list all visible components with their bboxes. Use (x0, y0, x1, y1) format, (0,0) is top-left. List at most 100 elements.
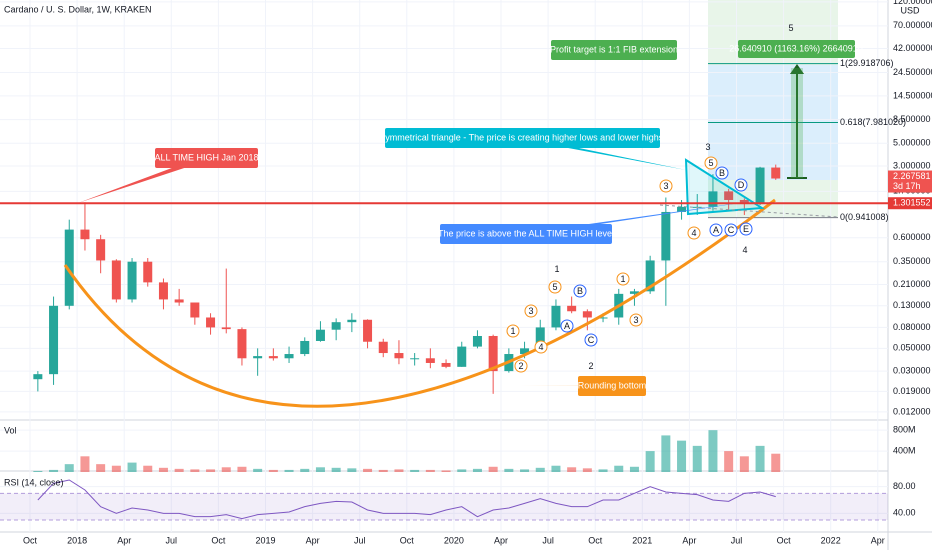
candle-body (221, 327, 231, 330)
candle-body (347, 319, 357, 323)
wave-circle (548, 280, 562, 294)
volume-bar (221, 467, 231, 472)
candle-body (457, 346, 467, 367)
wave-circle (616, 272, 630, 286)
candle-body (315, 329, 325, 341)
y-tick-label: 0.080000 (893, 322, 931, 332)
wave-label: C (728, 225, 735, 235)
rsi-line (37, 479, 776, 520)
volume-bar (206, 469, 216, 472)
volume-bar (363, 468, 373, 472)
volume-bar (692, 445, 702, 472)
volume-bar (551, 465, 561, 472)
target-label: 26.640910 (1163.16%) 26640910 (729, 43, 862, 53)
wave-label: 2 (518, 361, 523, 371)
x-tick-label: 2022 (821, 535, 841, 545)
volume-bar (598, 469, 608, 472)
volume-bar (347, 468, 357, 472)
countdown: 3d 17h (893, 181, 921, 191)
wave-label: 4 (742, 245, 747, 255)
candle-body (394, 353, 404, 359)
wave-label: 1 (510, 326, 515, 336)
x-tick-label: Jul (166, 535, 178, 545)
ath-price-box (888, 197, 932, 210)
wave-circle (534, 340, 548, 354)
candle-body (33, 374, 43, 380)
arrow-body (791, 68, 803, 178)
callout-text: Symmetrical triangle - The price is crea… (379, 132, 665, 142)
y-tick-label: 42.000000 (893, 43, 932, 53)
wave-label: A (564, 321, 570, 331)
fib-label: 0.618(7.981020) (840, 117, 906, 127)
candle-body (49, 305, 59, 375)
y-tick-label: 8.500000 (893, 114, 931, 124)
x-tick-label: 2019 (255, 535, 275, 545)
candle-body (425, 358, 435, 363)
y-tick-label: 70.000000 (893, 20, 932, 30)
y-tick-label: 120.000000 (893, 0, 932, 6)
currency: USD (900, 5, 920, 15)
candle-body (724, 191, 734, 200)
arrow-head (790, 64, 804, 74)
x-tick-label: 2021 (632, 535, 652, 545)
y-tick-label: 0.012000 (893, 406, 931, 416)
wave-label: B (577, 286, 583, 296)
y-tick-label: 24.500000 (893, 67, 932, 77)
x-tick-label: 2020 (444, 535, 464, 545)
y-tick-label: 40.00 (893, 508, 916, 518)
wave-label: 5 (552, 282, 557, 292)
y-tick-label: 3.000000 (893, 160, 931, 170)
volume-bar (520, 469, 530, 472)
rsi-title: RSI (14, close) (4, 477, 64, 487)
volume-bar (284, 469, 294, 472)
candle-body (331, 322, 341, 330)
volume-bar (300, 468, 310, 472)
candle-body (143, 261, 153, 283)
candle-body (253, 356, 263, 359)
x-tick-label: Oct (23, 535, 38, 545)
volume-bar (677, 440, 687, 472)
symbol-title: Cardano / U. S. Dollar, 1W, KRAKEN (4, 4, 152, 14)
volume-bar (331, 467, 341, 472)
volume-bar (472, 468, 482, 472)
volume-bar (143, 465, 153, 472)
volume-bar (315, 467, 325, 472)
x-tick-label: Oct (777, 535, 792, 545)
volume-bar (49, 469, 59, 472)
y-tick-label: 5.000000 (893, 138, 931, 148)
candle-body (661, 211, 671, 261)
candle-body (488, 335, 498, 372)
x-tick-label: Oct (400, 535, 415, 545)
candle-body (582, 311, 592, 318)
candle-body (363, 319, 373, 342)
volume-bar (614, 465, 624, 472)
candle-body (96, 239, 106, 261)
callout-box (440, 224, 612, 244)
candle-body (111, 260, 121, 300)
volume-bar (504, 468, 514, 472)
candle-body (771, 167, 781, 179)
wave-label: 1 (620, 274, 625, 284)
candle-body (645, 260, 655, 292)
x-tick-label: Apr (306, 535, 320, 545)
x-tick-label: Apr (682, 535, 696, 545)
x-tick-label: Jul (354, 535, 366, 545)
volume-bar (111, 465, 121, 472)
candle-body (535, 327, 545, 349)
y-tick-label: 800M (893, 425, 916, 435)
candle-body (206, 317, 216, 328)
volume-bar (410, 469, 420, 472)
wave-label: 5 (788, 23, 793, 33)
volume-bar (441, 470, 451, 472)
volume-bar (567, 467, 577, 472)
candle-body (300, 340, 310, 355)
volume-bar (96, 464, 106, 472)
wave-circle (524, 304, 538, 318)
wave-circle (704, 156, 718, 170)
wave-circle (739, 222, 753, 236)
y-tick-label: 0.600000 (893, 232, 931, 242)
volume-bar (771, 453, 781, 472)
candle-body (551, 305, 561, 328)
y-tick-label: 0.130000 (893, 300, 931, 310)
